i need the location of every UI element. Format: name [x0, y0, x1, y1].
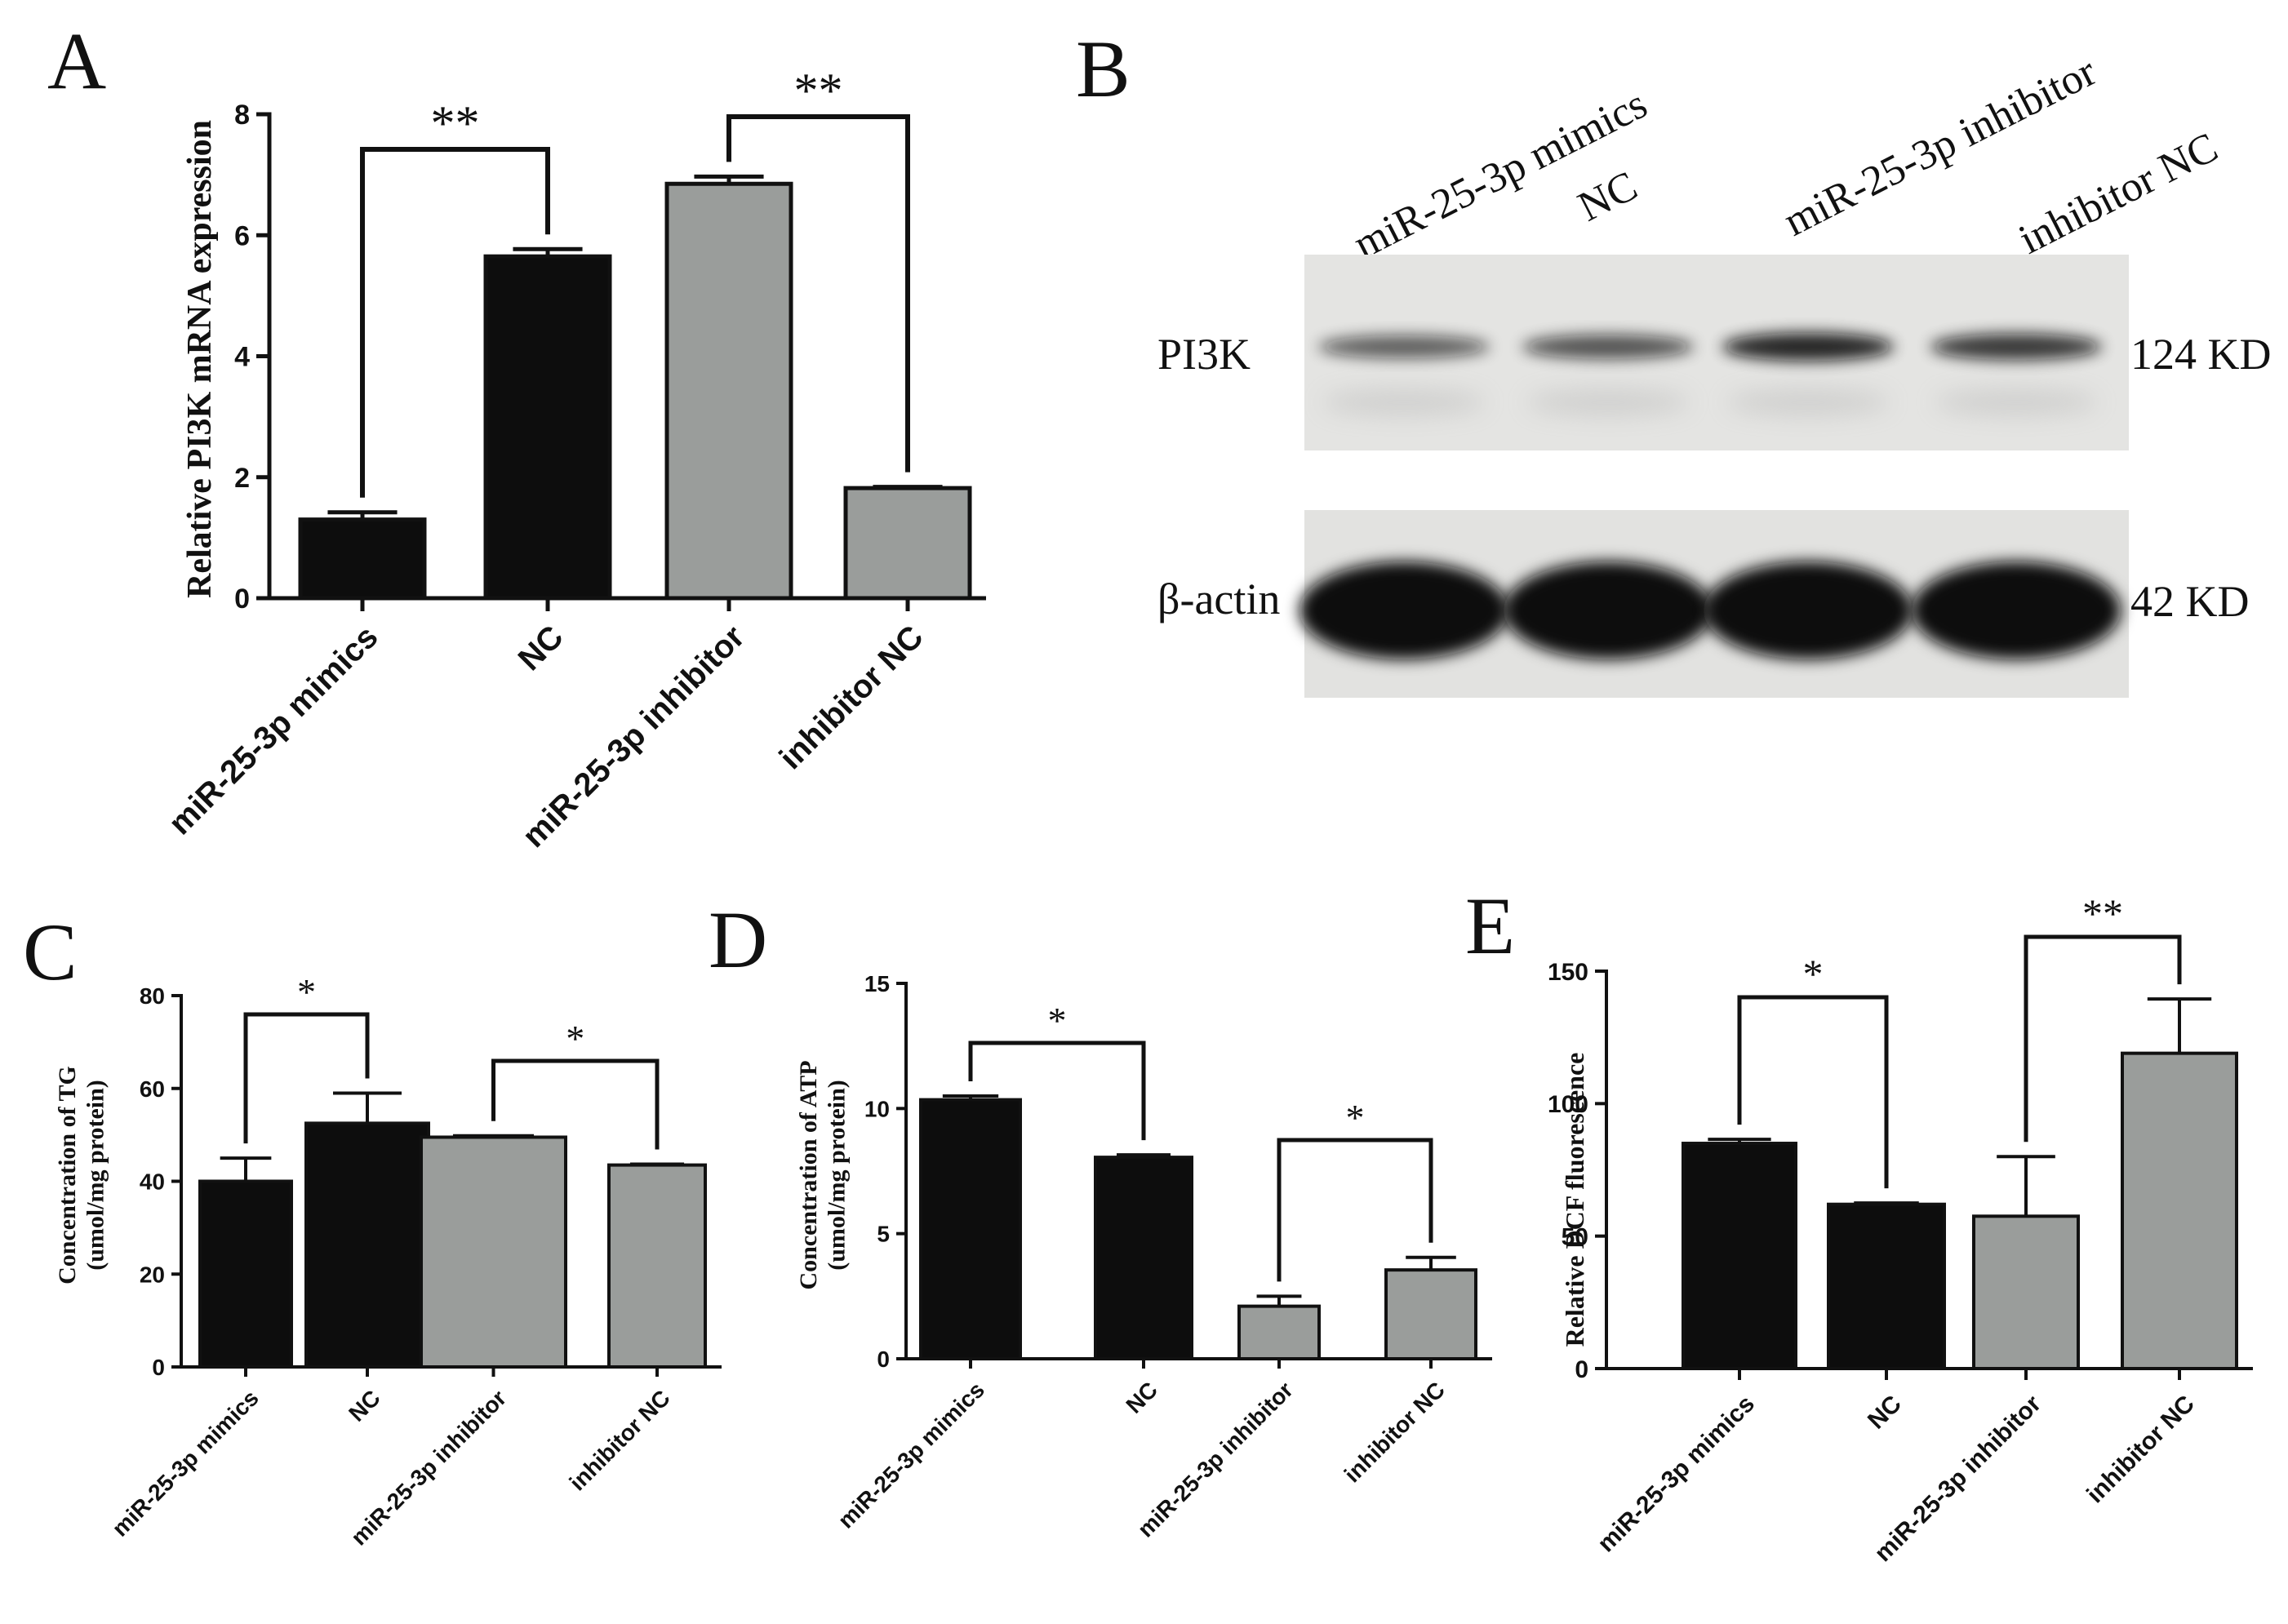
significance-label: * [1803, 951, 1824, 996]
pi3k-label: PI3K [1157, 330, 1251, 379]
bar-4 [607, 1163, 707, 1369]
bar-3 [1972, 1214, 2080, 1370]
bar-2 [1094, 1156, 1193, 1360]
y-axis-label: Relative DCF fluorescence [1560, 1053, 1589, 1347]
bar-3 [664, 181, 793, 601]
panel-letter-c: C [23, 907, 78, 997]
category-label: NC [1863, 1391, 1907, 1435]
beta-actin-bands [1299, 561, 2121, 659]
category-label: inhibitor NC [773, 619, 931, 776]
y-tick-label: 6 [234, 220, 250, 251]
category-label: miR-25-3p mimics [833, 1377, 989, 1533]
significance-label: * [566, 1018, 584, 1059]
chart-d-atp-concentration: 0 5 10 15 Concentration of ATP(umol/mg prote… [795, 971, 1492, 1542]
beta-actin-size-label: 42 KD [2130, 577, 2250, 626]
category-label: NC [512, 619, 571, 677]
beta-actin-band [1504, 561, 1713, 659]
significance-label: * [1346, 1097, 1365, 1138]
category-label: inhibitor NC [2081, 1391, 2200, 1509]
panel-letter-a: A [47, 16, 106, 106]
y-tick-label: 0 [1575, 1356, 1588, 1383]
pi3k-band [1318, 335, 1490, 359]
category-label: miR-25-3p inhibitor [1133, 1377, 1298, 1542]
bar-3 [420, 1135, 567, 1369]
pi3k-faint-band [1935, 389, 2098, 415]
category-label: NC [1121, 1377, 1162, 1418]
bar-1 [298, 517, 427, 601]
significance-bracket [360, 147, 550, 498]
panel-letter-e: E [1465, 881, 1515, 971]
y-tick-label: 4 [234, 342, 250, 373]
y-tick-label: 150 [1548, 959, 1588, 986]
y-tick-label: 0 [152, 1355, 165, 1380]
western-blot: miR-25-3p mimics NC miR-25-3p inhibitor … [1157, 48, 2272, 698]
panel-letter-d: D [709, 894, 767, 985]
chart-e-dcf-fluorescence: 0 50 100 150 Relative DCF fluorescence miR-25… [1548, 890, 2253, 1567]
bar-4 [843, 486, 972, 601]
beta-actin-band [1912, 561, 2121, 659]
pi3k-faint-band [1322, 389, 1486, 415]
y-axis-label: Relative PI3K mRNA expression [181, 120, 219, 598]
bar-4 [2121, 1051, 2238, 1370]
bar-1 [198, 1179, 293, 1369]
y-tick-label: 5 [877, 1222, 890, 1247]
significance-bracket [1737, 995, 1889, 1189]
category-label: inhibitor NC [1339, 1377, 1450, 1487]
significance-bracket [726, 114, 910, 473]
panel-letter-b: B [1076, 24, 1131, 114]
y-tick-label: 15 [864, 971, 890, 996]
y-tick-label: 80 [140, 983, 165, 1009]
y-tick-label: 10 [864, 1096, 890, 1121]
category-label: inhibitor NC [565, 1385, 675, 1495]
significance-bracket [968, 1041, 1146, 1141]
category-label: miR-25-3p mimics [162, 619, 384, 841]
pi3k-size-label: 124 KD [2130, 330, 2272, 379]
chart-a-relative-pi3k-mrna: 0 2 4 6 8 Relative PI3K mRNA expression miR-25… [162, 64, 986, 854]
lane-label-4: inhibitor NC [2012, 124, 2225, 264]
y-tick-label: 8 [234, 100, 250, 131]
significance-bracket [2024, 934, 2182, 1143]
y-tick-label: 2 [234, 463, 250, 494]
pi3k-faint-band [1526, 389, 1690, 415]
pi3k-band [1930, 333, 2102, 361]
beta-actin-label: β-actin [1157, 575, 1280, 623]
y-tick-label: 0 [234, 583, 250, 615]
significance-label: ** [431, 96, 480, 150]
bar-1 [919, 1098, 1022, 1360]
pi3k-band [1722, 332, 1894, 362]
significance-bracket [243, 1012, 370, 1144]
pi3k-band [1522, 335, 1694, 359]
significance-label: ** [794, 64, 843, 118]
significance-label: ** [2082, 890, 2123, 936]
bar-2 [304, 1121, 430, 1369]
pi3k-faint-band [1726, 389, 1890, 415]
bar-1 [1682, 1142, 1797, 1370]
category-label: miR-25-3p mimics [107, 1385, 263, 1541]
bar-2 [1827, 1202, 1946, 1370]
pi3k-bands [1318, 332, 2102, 415]
y-tick-label: 0 [877, 1347, 890, 1372]
y-tick-label: 50 [1562, 1223, 1588, 1250]
y-axis-label: Concentration of TG(umol/mg protein) [54, 1066, 109, 1285]
y-tick-label: 60 [140, 1076, 165, 1102]
beta-actin-band [1299, 561, 1508, 659]
lane-label-2: NC [1571, 162, 1645, 231]
beta-actin-band [1704, 561, 1913, 659]
y-tick-label: 20 [140, 1262, 165, 1287]
significance-label: * [297, 971, 316, 1013]
significance-bracket [1277, 1138, 1433, 1282]
chart-c-tg-concentration: 0 20 40 60 80 Concentration of TG(umol/mg pro… [54, 971, 722, 1551]
bar-2 [483, 254, 612, 601]
category-label: miR-25-3p mimics [1593, 1391, 1760, 1558]
category-label: NC [344, 1385, 385, 1427]
y-tick-label: 100 [1548, 1091, 1588, 1118]
significance-bracket [491, 1058, 660, 1150]
y-axis-label: Concentration of ATP(umol/mg protein) [795, 1060, 851, 1289]
y-tick-label: 40 [140, 1169, 165, 1195]
significance-label: * [1048, 1000, 1067, 1041]
bar-3 [1237, 1304, 1321, 1360]
bar-4 [1384, 1268, 1477, 1360]
